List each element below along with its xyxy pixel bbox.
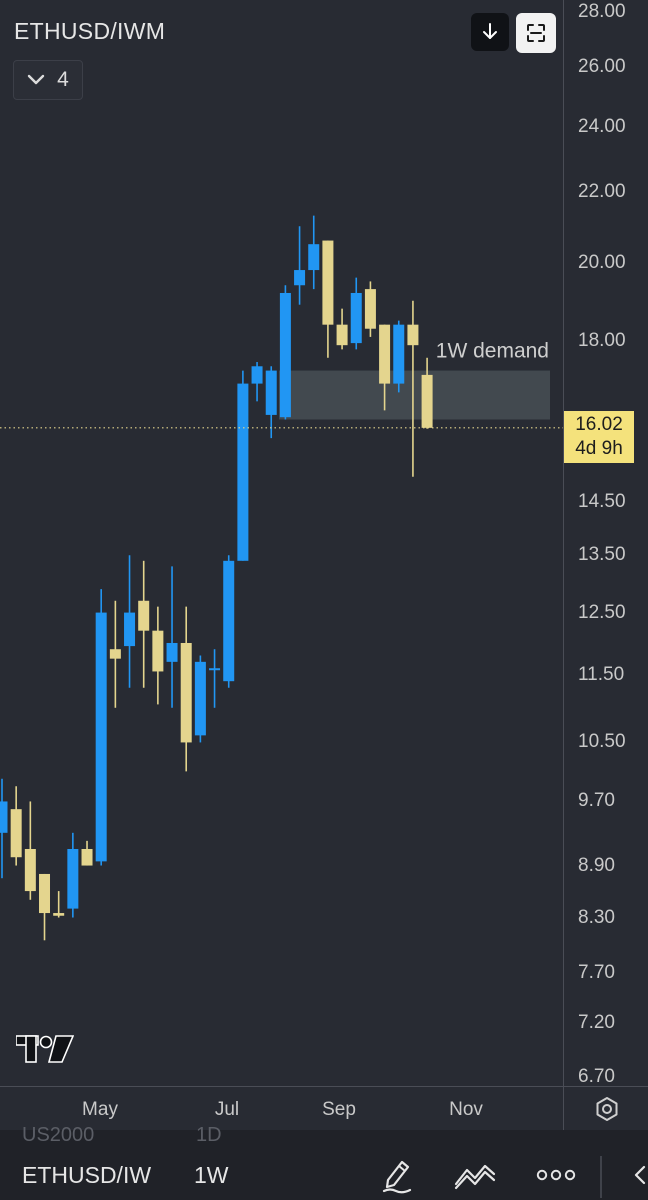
price-tick-label: 8.90 [578,854,615,876]
candle-body [279,292,291,418]
price-tick-label: 22.00 [578,180,626,202]
price-tick-label: 7.70 [578,962,615,984]
time-tick-label: Jul [214,1099,240,1120]
chevron-down-icon [27,74,45,85]
price-tick-label: 7.20 [578,1012,615,1034]
price-tick-label: 24.00 [578,115,626,137]
candle-body [223,560,235,682]
fullscreen-button[interactable] [516,13,556,53]
price-tick-label: 11.50 [578,663,625,685]
download-button[interactable] [471,13,509,51]
candle-body [0,801,8,833]
symbol-selector[interactable]: ETHUSD/IW [22,1162,152,1188]
indicators-count: 4 [57,68,69,91]
last-price-label: 16.02 4d 9h [564,411,634,463]
candle-body [124,612,136,647]
chart-symbol-title[interactable]: ETHUSD/IWM [14,18,166,44]
interval-selector[interactable]: 1W [194,1162,229,1188]
price-tick-label: 12.50 [578,601,626,623]
indicators-toggle-button[interactable]: 4 [13,60,83,100]
candle-body [109,649,121,659]
candle-body [180,642,192,743]
back-icon[interactable] [632,1164,646,1186]
price-tick-label: 28.00 [578,1,626,22]
candle-body [379,324,391,384]
download-icon [483,23,497,39]
candle-body [421,374,433,428]
settings-icon[interactable] [593,1095,621,1123]
candle-body [364,289,376,329]
candle-body [138,600,150,631]
candlestick-chart[interactable]: 1W demand [0,0,563,1086]
fullscreen-icon [527,24,545,42]
tradingview-logo [15,1034,75,1069]
time-tick-label: Nov [449,1099,483,1120]
candle-body [393,324,405,384]
time-axis[interactable]: May Jul Sep Nov [0,1086,563,1131]
candle-body [67,848,79,909]
candle-body [350,292,362,344]
bottom-toolbar [0,1130,648,1200]
candle-body [10,809,22,858]
price-tick-label: 6.70 [578,1066,615,1087]
trend-icon[interactable] [453,1160,497,1190]
candle-body [95,612,107,862]
candle-body [194,661,206,736]
candle-body [166,642,178,662]
candle-body [322,240,334,325]
price-tick-label: 14.50 [578,491,626,513]
chart-area[interactable]: 1W demand [0,0,563,1086]
time-tick-label: Sep [322,1099,356,1120]
candle-body [265,370,277,415]
time-tick-label: May [82,1099,118,1120]
price-axis[interactable]: 28.00 26.00 24.00 22.00 20.00 18.00 14.50 13.50… [563,0,648,1087]
demand-zone [279,370,550,420]
more-icon[interactable] [536,1168,576,1182]
price-tick-label: 9.70 [578,790,615,812]
toolbar-divider [600,1156,602,1198]
tradingview-logo-icon [15,1035,75,1063]
ghost-interval: 1D [196,1124,222,1146]
pen-icon[interactable] [380,1156,414,1194]
ghost-symbol: US2000 [22,1124,95,1146]
bar-countdown: 4d 9h [575,438,623,459]
candle-body [39,873,51,914]
axis-corner [563,1086,648,1131]
price-tick-label: 18.00 [578,330,626,352]
candle-body [294,270,306,286]
candle-body [53,913,65,916]
price-tick-label: 13.50 [578,544,626,566]
candle-body [209,668,221,671]
price-tick-label: 8.30 [578,906,615,928]
candle-body [81,848,93,866]
candle-body [336,324,348,346]
candle-body [251,366,263,384]
demand-zone-label: 1W demand [436,340,549,363]
price-tick-label: 20.00 [578,251,626,273]
candle-body [407,324,419,346]
last-price-value: 16.02 [575,414,623,435]
candle-body [308,244,320,271]
candle-body [237,383,249,561]
candle-body [152,630,164,672]
price-tick-label: 10.50 [578,731,626,753]
price-tick-label: 26.00 [578,56,626,78]
candle-body [24,848,36,892]
